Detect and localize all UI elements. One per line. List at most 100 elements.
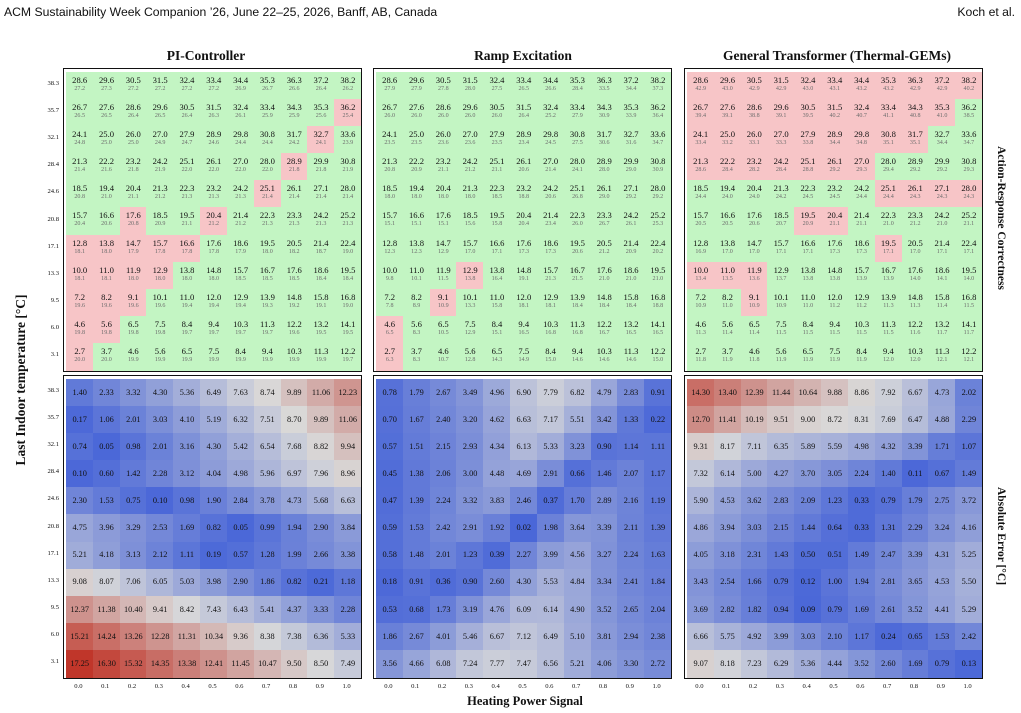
absolute-error-value: 7.49 (340, 658, 356, 668)
absolute-error-value: 3.27 (596, 550, 612, 560)
reference-temp-value: 23.4 (545, 221, 556, 228)
reference-temp-value: 16.5 (652, 329, 664, 336)
x-tick-label: 0.6 (856, 683, 865, 690)
absolute-error-value: 7.11 (747, 441, 762, 451)
absolute-error-value: 6.82 (570, 387, 585, 397)
reference-temp-value: 12.9 (437, 248, 449, 255)
absolute-error-value: 0.59 (382, 523, 397, 533)
reference-temp-value: 17.3 (829, 248, 841, 255)
absolute-error-value: 6.08 (436, 658, 451, 668)
heatmap-cell: 1.49 (847, 541, 876, 570)
predicted-temp-value: 27.0 (773, 129, 789, 140)
predicted-temp-value: 10.3 (596, 345, 612, 356)
heatmap-cell: 9.07 (687, 649, 715, 678)
reference-temp-value: 19.8 (101, 329, 112, 336)
reference-temp-value: 25.2 (545, 113, 556, 120)
reference-temp-value: 29.4 (883, 167, 894, 174)
heatmap-cell: 14.7 12.9 (429, 234, 458, 263)
reference-temp-value: 34.4 (829, 140, 841, 147)
absolute-error-value: 0.33 (854, 496, 869, 506)
predicted-temp-value: 34.3 (286, 102, 302, 113)
predicted-temp-value: 28.0 (961, 183, 977, 194)
predicted-temp-value: 7.5 (154, 318, 166, 329)
heatmap-cell: 7.47 (510, 649, 538, 678)
heatmap-cell: 13.8 13.8 (794, 261, 822, 290)
absolute-error-value: 6.66 (693, 631, 708, 641)
heatmap-cell: 17.6 18.5 (280, 261, 308, 290)
absolute-error-value: 0.67 (934, 468, 950, 478)
heatmap-cell: 5.6 19.9 (146, 342, 174, 371)
heatmap-cell: 6.13 (510, 433, 538, 461)
absolute-error-value: 1.28 (260, 550, 275, 560)
heatmap-cell: 28.0 21.4 (334, 180, 361, 209)
absolute-error-value: 5.33 (340, 631, 356, 641)
absolute-error-value: 1.23 (827, 496, 843, 506)
predicted-temp-value: 2.7 (74, 345, 86, 356)
heatmap-cell: 25.1 24.4 (874, 180, 903, 209)
absolute-error-value: 1.46 (596, 468, 612, 478)
predicted-temp-value: 28.9 (206, 129, 222, 140)
predicted-temp-value: 11.3 (881, 318, 896, 329)
absolute-error-value: 2.16 (623, 496, 639, 506)
absolute-error-value: 4.27 (773, 468, 789, 478)
heatmap-cell: 5.6 12.8 (456, 342, 484, 371)
predicted-temp-value: 31.7 (286, 129, 302, 140)
reference-temp-value: 38.8 (748, 113, 760, 120)
absolute-error-value: 4.48 (489, 468, 505, 478)
reference-temp-value: 29.0 (598, 194, 610, 201)
predicted-temp-value: 10.0 (72, 264, 88, 275)
predicted-temp-value: 7.5 (208, 345, 220, 356)
predicted-temp-value: 12.9 (152, 264, 168, 275)
heatmap-cell: 12.9 13.8 (456, 261, 484, 290)
predicted-temp-value: 19.5 (961, 264, 977, 275)
heatmap-cell: 2.60 (874, 649, 903, 678)
heatmap-cell: 7.5 19.8 (146, 315, 174, 344)
reference-temp-value: 40.2 (963, 86, 975, 92)
predicted-temp-value: 35.3 (934, 102, 950, 113)
reference-temp-value: 21.3 (262, 221, 273, 228)
heatmap-cell: 30.8 30.9 (644, 153, 671, 181)
reference-temp-value: 20.7 (775, 221, 787, 228)
predicted-temp-value: 4.6 (74, 318, 86, 329)
predicted-temp-value: 34.4 (854, 75, 870, 85)
heatmap-cell: 27.0 29.3 (847, 153, 876, 181)
heatmap-cell: 2.27 (510, 541, 538, 570)
predicted-temp-value: 31.5 (462, 75, 478, 85)
predicted-temp-value: 18.5 (773, 210, 789, 221)
heatmap-cell: 10.3 14.6 (590, 342, 618, 371)
predicted-temp-value: 9.4 (518, 318, 530, 329)
predicted-temp-value: 14.8 (206, 264, 222, 275)
absolute-error-value: 0.60 (99, 468, 114, 478)
heatmap-cell: 12.8 18.1 (66, 234, 94, 263)
absolute-error-value: 1.79 (409, 387, 424, 397)
predicted-temp-value: 22.2 (98, 156, 115, 167)
heatmap-cell: 5.89 (794, 433, 822, 461)
absolute-error-value: 2.29 (907, 523, 923, 533)
reference-temp-value: 18.4 (315, 275, 327, 282)
absolute-error-value: 3.99 (543, 550, 558, 560)
reference-temp-value: 19.6 (127, 302, 139, 309)
heatmap-cell: 12.9 18.0 (146, 261, 174, 290)
predicted-temp-value: 32.7 (313, 129, 329, 140)
heatmap-cell: 5.41 (253, 595, 282, 624)
heatmap-cell: 15.8 18.4 (617, 288, 645, 317)
predicted-temp-value: 19.5 (489, 210, 505, 221)
heatmap-cell: 6.29 (767, 649, 795, 678)
heatmap-cell: 30.8 21.9 (334, 153, 361, 181)
predicted-temp-value: 13.8 (719, 237, 736, 248)
y-axis-label: Last Indoor temperature [°C] (13, 294, 28, 466)
reference-temp-value: 19.6 (288, 329, 300, 336)
predicted-temp-value: 18.5 (382, 183, 398, 194)
heatmap-cell: 17.25 (66, 649, 94, 678)
predicted-temp-value: 15.7 (72, 210, 88, 221)
predicted-temp-value: 12.8 (693, 237, 709, 248)
x-tick-label: 1.0 (342, 683, 351, 690)
predicted-temp-value: 26.7 (382, 102, 398, 113)
absolute-error-value: 4.06 (596, 658, 612, 668)
heatmap-cell: 12.0 18.1 (510, 288, 538, 317)
absolute-error-value: 4.30 (152, 387, 168, 397)
predicted-temp-value: 24.2 (854, 183, 870, 194)
heatmap-cell: 3.30 (617, 649, 645, 678)
absolute-error-value: 2.10 (827, 631, 843, 641)
absolute-error-value: 4.75 (72, 523, 87, 533)
